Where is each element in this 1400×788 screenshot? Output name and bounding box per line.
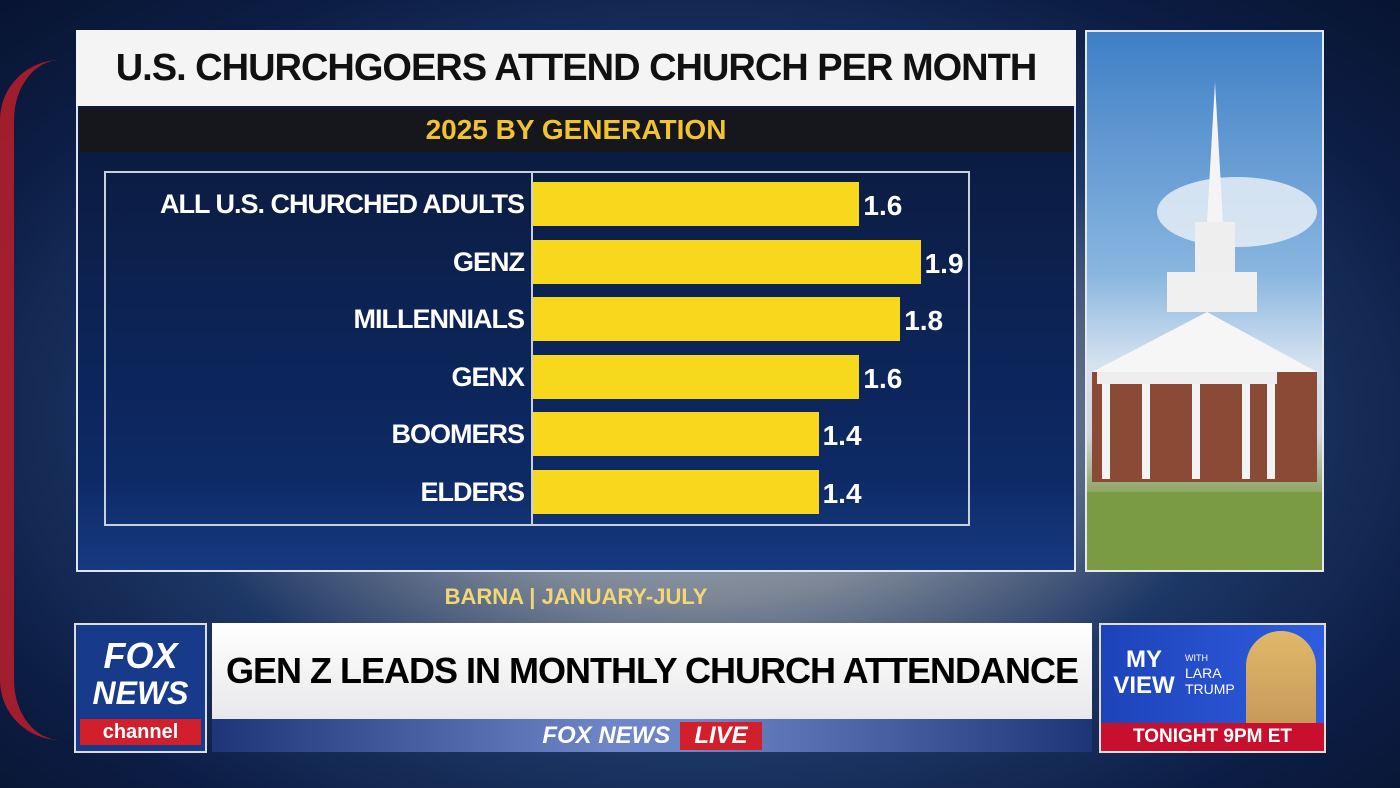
- studio-background-ring: [0, 60, 60, 740]
- value-label: 1.6: [863, 190, 903, 221]
- church-photo: [1085, 30, 1324, 572]
- promo-with: WITH: [1185, 653, 1208, 663]
- value-label: 1.6: [863, 362, 903, 394]
- bar: [533, 239, 921, 284]
- network-name: FOX NEWS: [542, 721, 671, 749]
- category-label: BOOMERS: [391, 419, 525, 450]
- bar: [533, 470, 819, 514]
- category-label: MILLENNIALS: [353, 304, 526, 335]
- live-badge: LIVE: [680, 721, 762, 750]
- bar: [533, 354, 860, 399]
- headline: GEN Z LEADS IN MONTHLY CHURCH ATTENDANCE: [212, 623, 1092, 719]
- show-promo: MY VIEW WITH LARA TRUMP TONIGHT 9PM ET: [1099, 623, 1326, 753]
- promo-time: TONIGHT 9PM ET: [1101, 723, 1324, 751]
- category-label: GENZ: [452, 246, 525, 277]
- network-strip: FOX NEWS LIVE: [212, 719, 1092, 752]
- logo-line2: NEWS: [92, 675, 189, 711]
- source-caption: BARNA | JANUARY-JULY: [444, 584, 708, 609]
- logo-line3: channel: [80, 719, 201, 745]
- bar: [533, 297, 901, 342]
- value-label: 1.9: [924, 247, 964, 279]
- chart-title: U.S. CHURCHGOERS ATTEND CHURCH PER MONTH: [76, 30, 1076, 106]
- logo-line1: FOX: [103, 635, 178, 676]
- promo-show: MY VIEW: [1113, 646, 1175, 699]
- category-label: ALL U.S. CHURCHED ADULTS: [160, 189, 525, 219]
- promo-host: LARA TRUMP: [1185, 665, 1235, 697]
- category-label: GENX: [451, 361, 525, 392]
- axis-divider: [531, 171, 533, 526]
- chart-subtitle: 2025 BY GENERATION: [80, 108, 1072, 152]
- fox-news-channel-logo: FOX NEWS channel: [74, 623, 207, 753]
- value-label: 1.8: [904, 305, 944, 337]
- category-label: ELDERS: [420, 477, 525, 507]
- chart-frame: [104, 171, 970, 526]
- bar: [533, 412, 819, 457]
- value-label: 1.4: [822, 420, 862, 452]
- host-photo: [1246, 631, 1316, 723]
- value-label: 1.4: [822, 478, 862, 509]
- bar: [533, 182, 860, 226]
